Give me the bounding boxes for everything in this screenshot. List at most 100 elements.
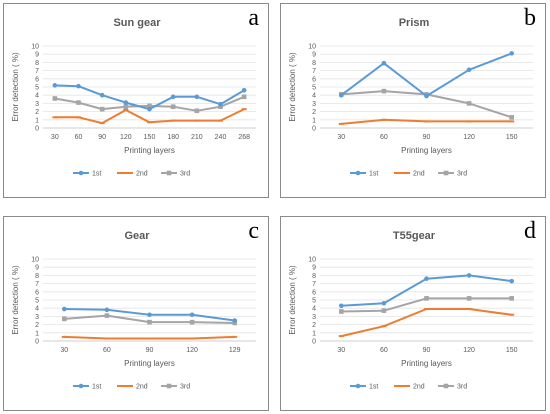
legend-label: 2nd [413, 384, 425, 391]
series-line-1st [340, 52, 513, 97]
data-point [104, 307, 110, 313]
y-tick-label: 9 [312, 52, 316, 59]
y-tick-label: 1 [312, 330, 316, 337]
legend-marker [78, 383, 84, 389]
data-point [218, 104, 223, 109]
x-tick-label: 120 [120, 134, 132, 141]
data-point [52, 83, 58, 88]
x-tick-label: 30 [60, 347, 68, 354]
y-tick-label: 0 [35, 126, 39, 133]
legend-label: 1st [369, 171, 378, 178]
data-point [339, 303, 344, 309]
data-point [466, 67, 472, 73]
data-point [424, 296, 429, 301]
data-point [194, 94, 200, 100]
data-point [339, 92, 344, 98]
y-tick-label: 7 [35, 281, 39, 288]
x-tick-label: 210 [191, 134, 203, 141]
x-tick-label: 30 [337, 347, 345, 354]
y-tick-label: 3 [35, 314, 39, 321]
x-tick-label: 30 [51, 134, 59, 141]
data-point [170, 104, 176, 109]
data-point [381, 88, 387, 94]
data-point [466, 273, 472, 278]
data-point [189, 312, 195, 318]
y-tick-label: 8 [312, 60, 316, 67]
x-tick-label: 150 [144, 134, 156, 141]
data-point [381, 308, 387, 313]
data-point [99, 92, 105, 98]
x-tick-label: 150 [506, 347, 518, 354]
y-tick-label: 4 [312, 306, 316, 313]
chart-title: Sun gear [113, 17, 161, 29]
legend-label: 3rd [180, 171, 190, 178]
y-tick-label: 2 [312, 322, 316, 329]
data-point [509, 278, 514, 284]
x-tick-label: 240 [215, 134, 227, 141]
chart-panel-d: T55gear 0 1 2 3 4 5 6 7 8 9 10 30 60 90 120 150 Printing … [280, 216, 546, 411]
x-tick-label: 120 [463, 134, 475, 141]
chart-panel-c: Gear 0 1 2 3 4 5 6 7 8 9 10 30 60 90 120 129 Printing lay… [3, 216, 269, 411]
panel-letter: a [248, 5, 259, 31]
data-point [99, 106, 105, 112]
data-point [170, 94, 176, 100]
y-tick-label: 5 [35, 85, 39, 92]
legend-marker [443, 383, 449, 389]
y-tick-label: 9 [35, 265, 39, 272]
data-point [509, 51, 514, 56]
y-tick-label: 6 [35, 289, 39, 296]
y-tick-label: 1 [35, 117, 39, 124]
data-point [241, 87, 247, 93]
panel-letter: b [524, 5, 536, 31]
y-tick-label: 0 [35, 339, 39, 346]
data-point [218, 101, 223, 107]
data-point [381, 300, 387, 306]
data-point [424, 93, 429, 99]
chart-title: Prism [399, 17, 430, 29]
y-tick-label: 2 [35, 322, 39, 329]
x-tick-label: 150 [506, 134, 518, 141]
x-tick-label: 90 [98, 134, 106, 141]
y-tick-label: 9 [312, 265, 316, 272]
chart-panel-b: Prism 0 1 2 3 4 5 6 7 8 9 10 30 60 90 120 150 Printing la… [280, 3, 546, 198]
x-axis-label: Printing layers [124, 359, 175, 368]
legend-label: 3rd [457, 384, 467, 391]
chart-panel-a: Sun gear 0 1 2 3 4 5 6 7 8 9 10 30 60 90 120 150 180 210 24… [3, 3, 269, 198]
data-point [509, 296, 514, 301]
data-point [147, 312, 152, 318]
data-point [62, 316, 67, 322]
series-line-2nd [341, 308, 512, 338]
y-tick-label: 3 [312, 101, 316, 108]
legend-label: 2nd [136, 384, 148, 391]
data-point [509, 115, 514, 120]
y-tick-label: 3 [312, 314, 316, 321]
data-point [241, 94, 247, 100]
x-axis-label: Printing layers [124, 146, 175, 155]
data-point [466, 296, 472, 301]
y-tick-label: 1 [312, 117, 316, 124]
x-tick-label: 30 [337, 134, 345, 141]
y-tick-label: 4 [312, 93, 316, 100]
x-tick-label: 60 [380, 134, 388, 141]
y-tick-label: 4 [35, 306, 39, 313]
chart-title: T55gear [393, 230, 436, 242]
x-tick-label: 90 [423, 134, 431, 141]
y-tick-label: 8 [35, 273, 39, 280]
legend-label: 1st [92, 384, 101, 391]
y-tick-label: 3 [35, 101, 39, 108]
x-tick-label: 129 [229, 347, 241, 354]
legend-marker [166, 170, 172, 176]
data-point [123, 100, 129, 105]
data-point [76, 100, 81, 105]
panel-letter: d [524, 218, 536, 244]
y-axis-label: Error detection ( %) [11, 265, 20, 335]
legend-label: 3rd [180, 384, 190, 391]
data-point [232, 318, 237, 323]
x-tick-label: 60 [380, 347, 388, 354]
panel-letter: c [248, 218, 259, 244]
legend-label: 1st [369, 384, 378, 391]
legend-label: 3rd [457, 171, 467, 178]
